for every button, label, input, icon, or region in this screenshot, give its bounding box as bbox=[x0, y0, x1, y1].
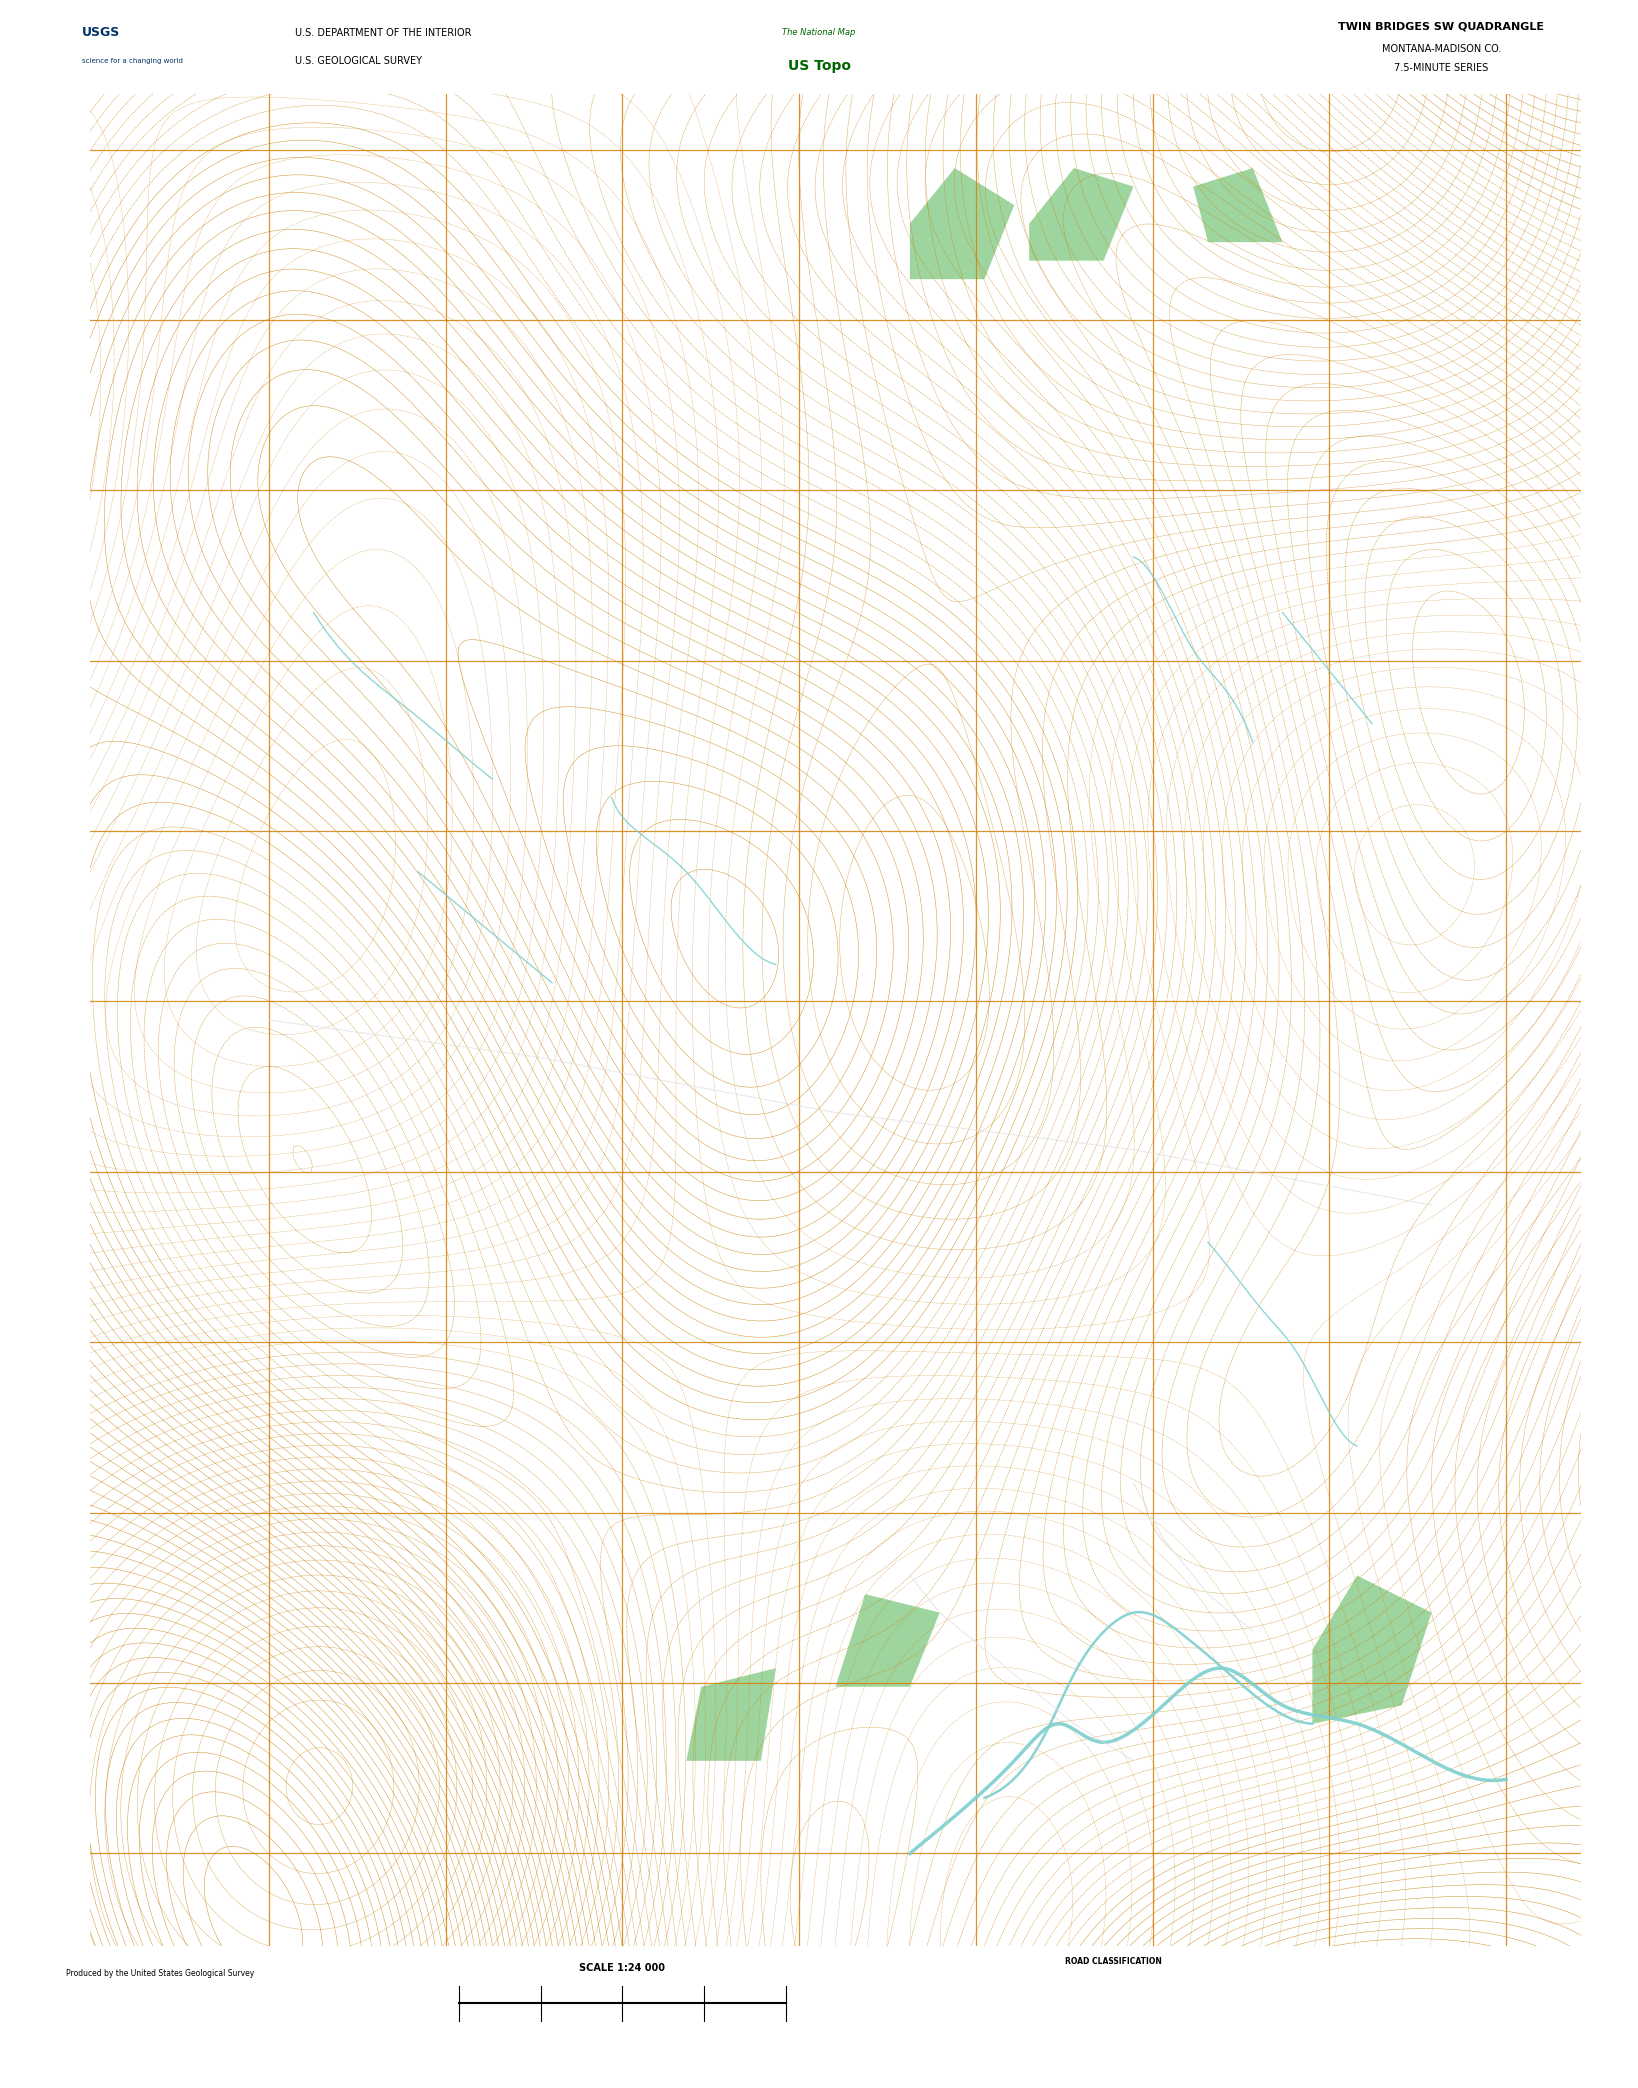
Text: US Topo: US Topo bbox=[788, 58, 850, 73]
Text: USGS: USGS bbox=[82, 27, 120, 40]
Text: The National Map: The National Map bbox=[783, 29, 855, 38]
Polygon shape bbox=[1029, 167, 1133, 261]
Text: U.S. DEPARTMENT OF THE INTERIOR: U.S. DEPARTMENT OF THE INTERIOR bbox=[295, 27, 472, 38]
Polygon shape bbox=[911, 167, 1014, 280]
Polygon shape bbox=[686, 1668, 776, 1760]
Text: 7.5-MINUTE SERIES: 7.5-MINUTE SERIES bbox=[1394, 63, 1489, 73]
Polygon shape bbox=[1192, 167, 1283, 242]
Text: MONTANA-MADISON CO.: MONTANA-MADISON CO. bbox=[1382, 44, 1500, 54]
Text: TWIN BRIDGES SW QUADRANGLE: TWIN BRIDGES SW QUADRANGLE bbox=[1338, 21, 1545, 31]
Polygon shape bbox=[835, 1593, 940, 1687]
Text: Produced by the United States Geological Survey: Produced by the United States Geological… bbox=[66, 1969, 254, 1977]
Text: ROAD CLASSIFICATION: ROAD CLASSIFICATION bbox=[1065, 1959, 1163, 1967]
Text: U.S. GEOLOGICAL SURVEY: U.S. GEOLOGICAL SURVEY bbox=[295, 56, 423, 67]
Text: science for a changing world: science for a changing world bbox=[82, 58, 183, 65]
Polygon shape bbox=[1312, 1576, 1432, 1725]
Text: SCALE 1:24 000: SCALE 1:24 000 bbox=[580, 1963, 665, 1973]
